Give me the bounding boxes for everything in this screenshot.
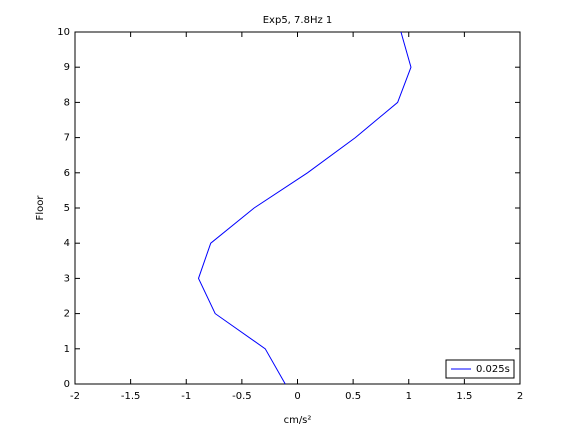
y-tick-label: 8 <box>64 97 70 108</box>
y-tick-label: 3 <box>64 273 70 284</box>
y-tick-label: 1 <box>64 344 70 355</box>
y-tick-label: 9 <box>64 62 70 73</box>
y-tick-label: 0 <box>64 379 70 390</box>
x-tick-label: -1 <box>181 391 191 402</box>
x-tick-label: 0.5 <box>345 391 361 402</box>
x-tick-label: 0 <box>294 391 300 402</box>
x-tick-label: -0.5 <box>232 391 252 402</box>
x-axis-label: cm/s² <box>284 415 312 426</box>
plot-area <box>74 31 521 385</box>
legend-label: 0.025s <box>476 364 510 375</box>
y-tick-label: 2 <box>64 309 70 320</box>
y-tick-label: 10 <box>57 27 70 38</box>
x-tick-label: -2 <box>70 391 80 402</box>
y-tick-label: 7 <box>64 133 70 144</box>
chart-title: Exp5, 7.8Hz 1 <box>263 15 333 26</box>
legend-box <box>445 359 515 379</box>
x-tick-label: 2 <box>517 391 523 402</box>
x-tick-label: 1 <box>406 391 412 402</box>
x-tick-label: -1.5 <box>121 391 141 402</box>
data-line <box>197 31 412 385</box>
y-axis-label: Floor <box>35 195 46 221</box>
y-tick-label: 4 <box>64 238 70 249</box>
y-tick-label: 5 <box>64 203 70 214</box>
y-tick-label: 6 <box>64 168 70 179</box>
x-tick-label: 1.5 <box>456 391 472 402</box>
